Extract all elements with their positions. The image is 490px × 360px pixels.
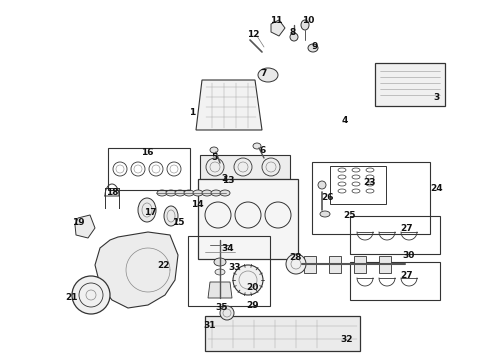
Bar [350,216,440,254]
Circle shape [233,265,263,295]
Ellipse shape [214,258,226,266]
Ellipse shape [320,211,330,217]
Bar [198,179,298,259]
Text: 1: 1 [189,108,195,117]
Text: 32: 32 [341,336,353,345]
Ellipse shape [175,190,185,196]
Ellipse shape [253,143,261,149]
Text: 17: 17 [144,207,156,216]
Ellipse shape [301,20,309,30]
Bar [304,256,316,273]
Text: 27: 27 [401,270,413,279]
Polygon shape [95,232,178,308]
Bar [312,162,430,234]
Text: 27: 27 [401,224,413,233]
Text: 31: 31 [204,320,216,329]
Text: 7: 7 [261,68,267,77]
Text: 15: 15 [172,217,184,226]
Ellipse shape [184,190,194,196]
Circle shape [290,33,298,41]
Text: 10: 10 [302,15,314,24]
Ellipse shape [164,206,178,226]
Ellipse shape [166,190,176,196]
Text: 8: 8 [290,27,296,36]
Text: 21: 21 [65,293,77,302]
Text: 30: 30 [403,251,415,260]
Text: 14: 14 [191,199,203,208]
Bar [200,155,290,179]
Circle shape [72,276,110,314]
Bar [350,262,440,300]
Ellipse shape [210,147,218,153]
Bar [329,256,341,273]
Polygon shape [208,282,232,298]
Polygon shape [196,80,262,130]
Text: 23: 23 [363,177,375,186]
Ellipse shape [308,44,318,52]
Text: 16: 16 [141,148,153,157]
Ellipse shape [202,190,212,196]
Polygon shape [75,215,95,238]
Ellipse shape [138,198,156,222]
Text: 20: 20 [246,283,258,292]
Bar [375,63,445,106]
Ellipse shape [220,190,230,196]
Text: 2: 2 [221,174,227,183]
Ellipse shape [211,190,221,196]
Text: 19: 19 [72,217,84,226]
Bar [330,166,386,204]
Circle shape [220,306,234,320]
Text: 9: 9 [312,41,318,50]
Text: 5: 5 [211,153,217,162]
Text: 28: 28 [290,253,302,262]
Text: 4: 4 [342,116,348,125]
Text: 33: 33 [229,264,241,273]
Text: 13: 13 [222,176,234,185]
Text: 35: 35 [216,303,228,312]
Ellipse shape [258,68,278,82]
Circle shape [318,181,326,189]
Text: 25: 25 [343,211,355,220]
Text: 34: 34 [221,243,234,252]
Text: 29: 29 [246,301,259,310]
Text: 6: 6 [260,145,266,154]
Polygon shape [271,20,285,36]
Text: 22: 22 [157,261,169,270]
Text: 24: 24 [431,184,443,193]
Text: 18: 18 [106,188,118,197]
Ellipse shape [193,190,203,196]
Text: 3: 3 [433,93,439,102]
Ellipse shape [157,190,167,196]
Circle shape [286,254,306,274]
Bar [379,256,391,273]
Text: 11: 11 [270,15,282,24]
Ellipse shape [215,269,225,275]
Text: 26: 26 [321,193,333,202]
Bar [108,148,190,190]
Bar [205,316,360,351]
Bar [188,236,270,306]
Bar [354,256,366,273]
Text: 12: 12 [247,30,259,39]
